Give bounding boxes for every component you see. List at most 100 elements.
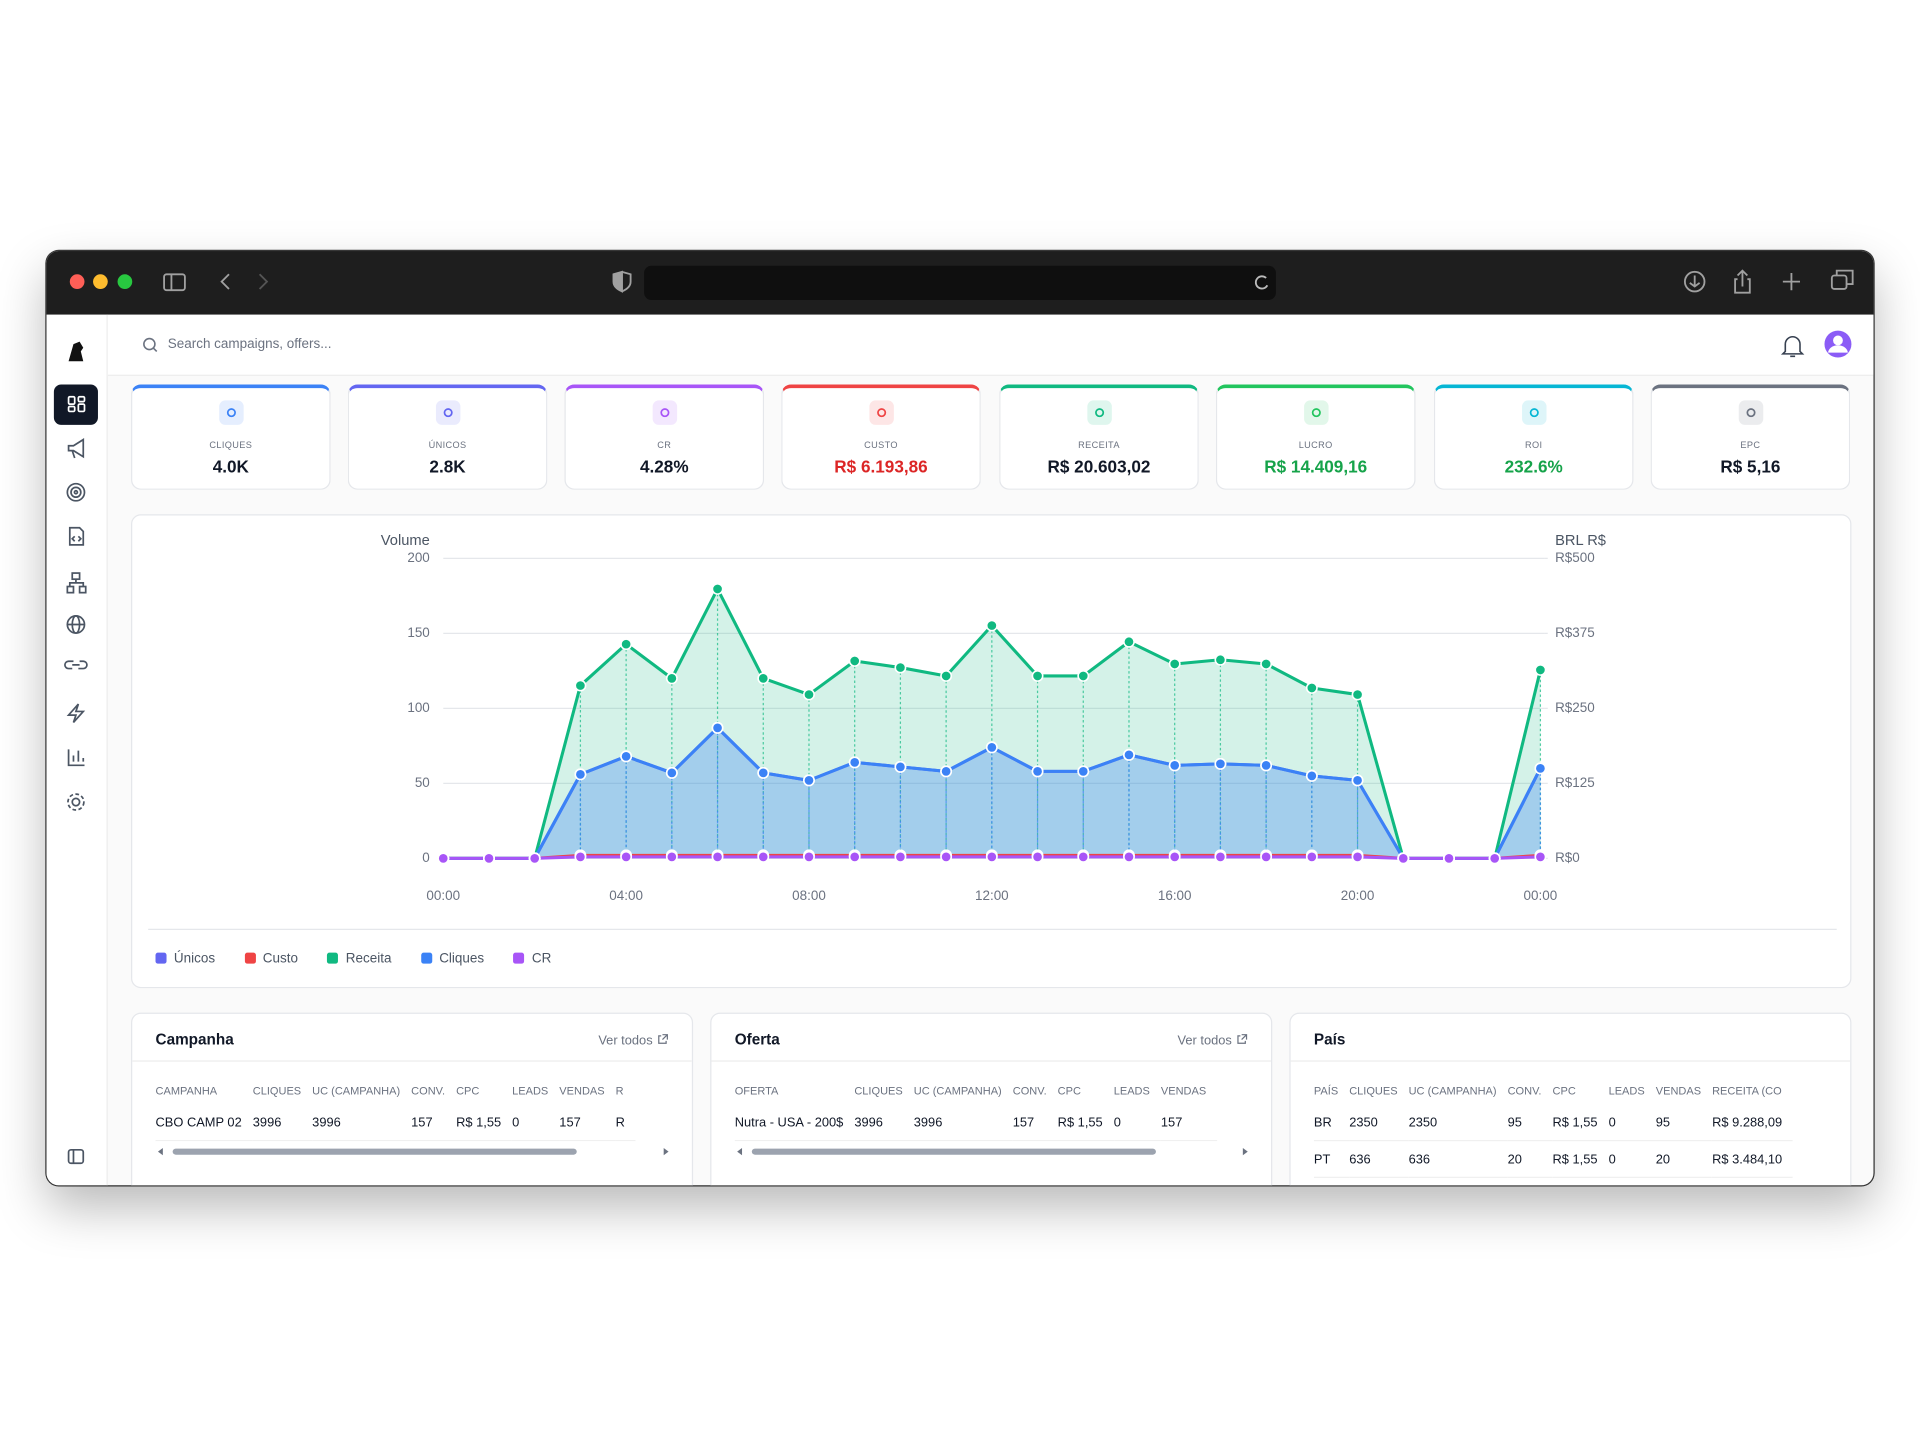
table-body: BR 2350 2350 95 R$ 1,55 0 95 R$ 9.288,09 PT 636 63… [1313,1104,1794,1178]
legend-label: Receita [345,951,392,967]
nav-network[interactable] [71,572,81,581]
view-all-link[interactable]: Ver todos [598,1033,668,1048]
table-cell: 3996 [854,1104,914,1142]
y2-tick-label: R$375 [1555,625,1595,640]
legend-label: Cliques [439,951,485,967]
scroll-thumb[interactable] [172,1148,577,1155]
sidebar-toggle[interactable] [163,273,186,292]
nav-links[interactable] [64,660,88,670]
table-header-divider [711,1060,1272,1062]
data-point [1168,850,1181,863]
external-link-icon [1237,1034,1248,1044]
kpi-card: ROI 232.6% [1433,384,1634,490]
table-title: Oferta [734,1031,780,1049]
kpi-icon [869,400,894,425]
table-cell: 157 [1012,1104,1058,1142]
nav-offers[interactable] [68,526,85,546]
kpi-card: CLIQUES 4.0K [131,384,331,490]
data-point [757,672,770,685]
search-input[interactable]: Search campaigns, offers... [167,336,332,352]
nav-reports[interactable] [67,749,85,767]
shield-icon [612,270,623,293]
data-point [1214,757,1227,770]
legend-swatch [244,952,256,964]
data-point [985,850,998,863]
data-table: PAÍS CLIQUES UC (CAMPANHA) CONV. CPC LEADS VEN… [1313,1078,1794,1178]
notifications-button[interactable] [1780,336,1805,358]
table-cell: R$ 1,55 [1552,1140,1609,1178]
nav-dashboard-active[interactable] [53,384,98,425]
kpi-icon-dot [443,408,453,418]
table-cell: R$ 1,55 [1552,1104,1609,1142]
kpi-card: RECEITA R$ 20.603,02 [999,384,1199,490]
share-button[interactable] [1734,269,1751,294]
x-tick-label: 04:00 [609,888,643,903]
kpi-label: LUCRO [1298,439,1333,451]
kpi-icon-glyph [1529,408,1539,418]
zoom-button[interactable] [117,274,133,289]
scroll-right [1242,1147,1248,1156]
scroll-thumb[interactable] [751,1148,1156,1155]
kpi-value: R$ 6.193,86 [834,456,928,477]
data-point [940,850,953,863]
minimize-button[interactable] [93,274,108,289]
new-tab-button[interactable] [1782,273,1801,291]
data-point [1077,765,1090,778]
kpi-icon-dot [877,408,887,418]
data-point [1168,658,1181,670]
nav-automations[interactable] [66,703,86,724]
close-button[interactable] [69,274,85,289]
horizontal-scrollbar [157,1147,669,1156]
data-point [1351,850,1364,863]
data-point [711,850,724,863]
data-point [757,766,770,779]
view-all-link[interactable]: Ver todos [1178,1033,1248,1048]
data-point [985,619,998,632]
back-button[interactable] [220,273,230,290]
column-header: CONV. [411,1084,446,1098]
table-card: Campanha Ver todos CAMPANHA CLIQUES UC (CAMP… [131,1012,694,1186]
legend-item: Únicos [155,951,215,966]
x-tick-label: 08:00 [792,888,826,903]
table-card: Oferta Ver todos OFERTA CLIQUES UC (CAMPANHA… [710,1012,1273,1186]
downloads-button[interactable] [1683,270,1706,293]
legend-item: Receita [327,951,391,966]
nav-settings[interactable] [71,797,81,807]
table-cell: PT [1313,1140,1350,1178]
table-wrap: OFERTA CLIQUES UC (CAMPANHA) CONV. CPC LEADS V… [734,1078,1251,1142]
y-axis-title: Volume [381,533,430,549]
forward-button[interactable] [258,273,269,290]
reload-button[interactable] [1254,275,1269,290]
nav-campaigns[interactable] [67,438,85,459]
data-point [1260,759,1273,772]
table-header-divider [132,1060,692,1062]
kpi-card: CUSTO R$ 6.193,86 [781,384,981,490]
table-cell: 157 [1160,1104,1218,1142]
address-bar[interactable] [644,265,1276,300]
nav-targets[interactable] [66,482,86,502]
tabs-button[interactable] [1830,274,1848,290]
table-cell: 95 [1655,1104,1713,1142]
kpi-icon-dot [660,408,670,418]
data-point [711,583,724,595]
collapse-sidebar[interactable] [67,1148,85,1165]
data-point [574,850,587,863]
kpi-label: CR [657,439,672,451]
data-point [620,638,633,651]
data-point [757,850,770,863]
table-title: País [1313,1031,1346,1049]
data-point [940,670,953,682]
table-cell: 20 [1507,1140,1553,1178]
legend-swatch [155,952,167,964]
y-tick-label: 200 [407,550,429,565]
table-cell: 157 [559,1104,616,1142]
logo[interactable] [68,341,84,362]
data-point [1214,653,1227,666]
header-row: OFERTA CLIQUES UC (CAMPANHA) CONV. CPC LEADS V… [735,1078,1218,1105]
kpi-icon [1738,400,1764,425]
data-table: CAMPANHA CLIQUES UC (CAMPANHA) CONV. CPC LEAD… [155,1078,636,1142]
data-point [1488,852,1501,865]
table-cell: 3996 [312,1104,412,1142]
x-tick-label: 00:00 [426,888,460,903]
